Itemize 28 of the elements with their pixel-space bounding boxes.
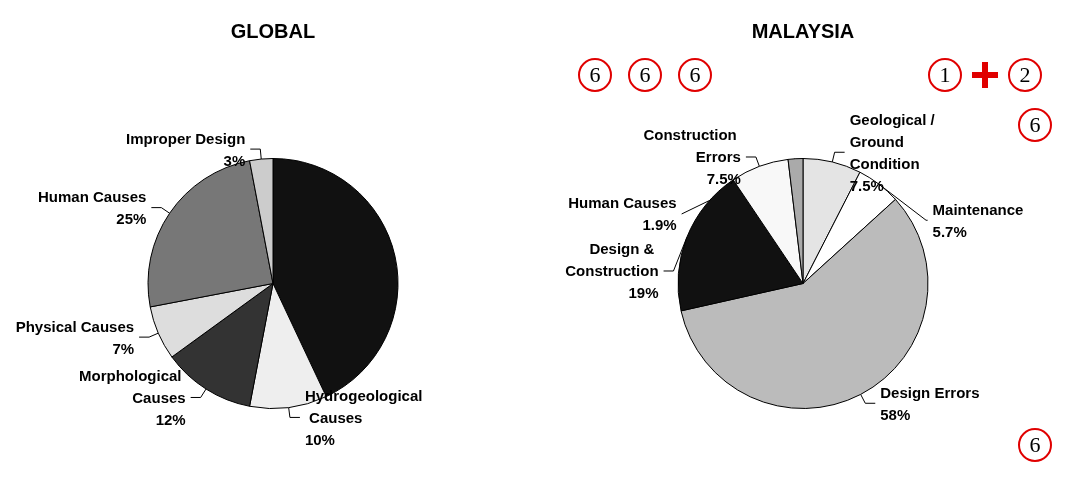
text: 2 — [1008, 58, 1042, 92]
data-label: 12% — [155, 410, 186, 428]
slice-label: Improper Design — [126, 129, 246, 147]
data-label: 25% — [116, 210, 147, 228]
data-label: 1.9% — [642, 216, 677, 234]
slice-label: Human Causes — [568, 194, 677, 212]
text: 1 — [928, 58, 962, 92]
text: 6 — [578, 58, 612, 92]
text: 6 — [1018, 428, 1052, 462]
slice-label: Design & Construction — [565, 240, 659, 280]
chart-title: MALAYSIA — [751, 20, 855, 42]
chart-title: GLOBAL — [230, 20, 316, 42]
data-label: 10% — [304, 430, 335, 448]
slice-label: Morphological Causes — [78, 366, 186, 406]
data-label: 58% — [880, 405, 911, 423]
text: 6 — [678, 58, 712, 92]
slice-label: Physical Causes — [15, 317, 135, 335]
data-label: 3% — [223, 151, 246, 169]
text: 6 — [1018, 108, 1052, 142]
slice-label: Maintenance — [932, 200, 1024, 218]
data-label: 19% — [628, 284, 659, 302]
slice-label: Construction Errors — [643, 126, 741, 166]
slice-label: Design Errors — [880, 383, 980, 401]
slice-label: Human Causes — [37, 188, 147, 206]
data-label: 5.7% — [932, 222, 967, 240]
data-label: 7% — [112, 339, 135, 357]
text: 6 — [628, 58, 662, 92]
slice-label: Geological / Ground Condition — [849, 110, 939, 172]
